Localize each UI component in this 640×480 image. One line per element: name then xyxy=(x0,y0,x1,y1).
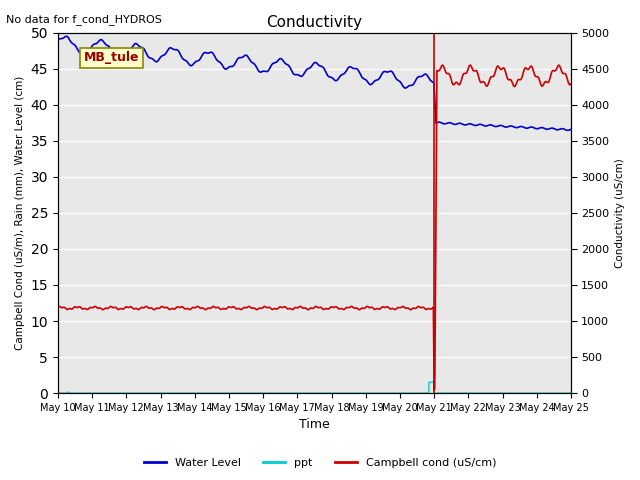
Legend: Water Level, ppt, Campbell cond (uS/cm): Water Level, ppt, Campbell cond (uS/cm) xyxy=(140,453,500,472)
Y-axis label: Campbell Cond (uS/m), Rain (mm), Water Level (cm): Campbell Cond (uS/m), Rain (mm), Water L… xyxy=(15,76,25,350)
Title: Conductivity: Conductivity xyxy=(266,15,362,30)
Y-axis label: Conductivity (uS/cm): Conductivity (uS/cm) xyxy=(615,158,625,268)
Text: No data for f_cond_HYDROS: No data for f_cond_HYDROS xyxy=(6,14,163,25)
X-axis label: Time: Time xyxy=(299,419,330,432)
Text: MB_tule: MB_tule xyxy=(84,51,139,64)
